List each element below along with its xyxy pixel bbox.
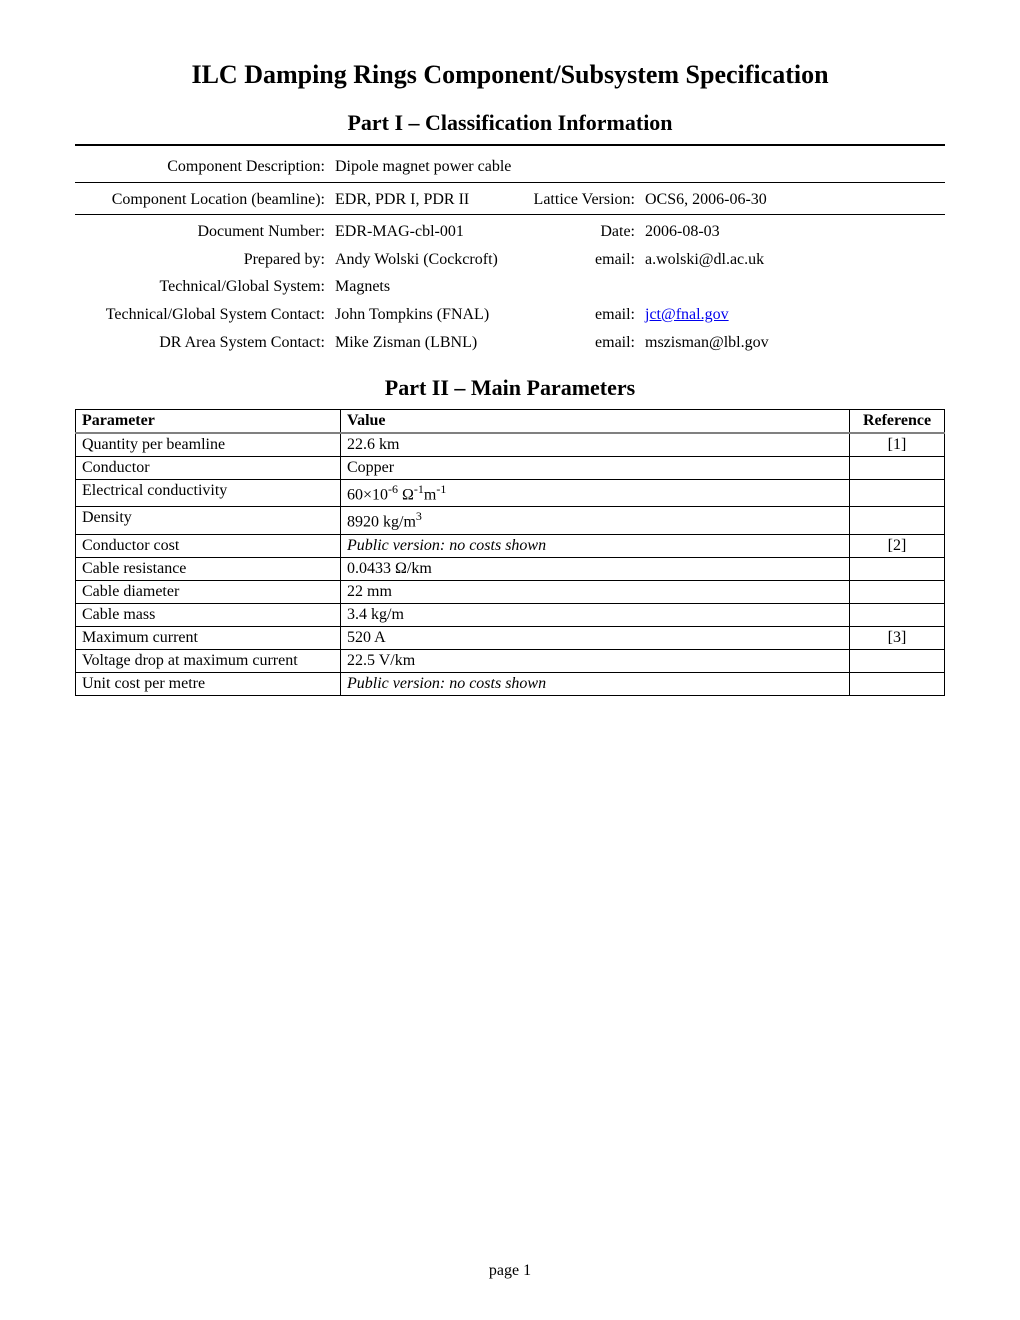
table-row: Unit cost per metrePublic version: no co… [76, 672, 945, 695]
cell-reference: [3] [850, 626, 945, 649]
cell-parameter: Conductor cost [76, 534, 341, 557]
part2-section: Part II – Main Parameters Parameter Valu… [75, 375, 945, 696]
divider [75, 144, 945, 146]
cell-parameter: Cable mass [76, 603, 341, 626]
cell-parameter: Cable resistance [76, 557, 341, 580]
table-row: Cable mass3.4 kg/m [76, 603, 945, 626]
cell-value: 22.6 km [341, 433, 850, 457]
cell-reference [850, 507, 945, 534]
classification-info: Component Description: Dipole magnet pow… [75, 154, 945, 355]
parameters-table: Parameter Value Reference Quantity per b… [75, 409, 945, 696]
table-row: Density8920 kg/m3 [76, 507, 945, 534]
cell-reference: [1] [850, 433, 945, 457]
cell-value: 3.4 kg/m [341, 603, 850, 626]
tech-global-system-value: Magnets [335, 274, 945, 300]
divider [75, 214, 945, 215]
info-row: Component Location (beamline): EDR, PDR … [75, 187, 945, 213]
tech-global-system-label: Technical/Global System: [75, 274, 335, 300]
cell-value: 8920 kg/m3 [341, 507, 850, 534]
info-row: Component Description: Dipole magnet pow… [75, 154, 945, 180]
cell-parameter: Unit cost per metre [76, 672, 341, 695]
prepared-by-value: Andy Wolski (Cockcroft) [335, 247, 565, 273]
cell-parameter: Density [76, 507, 341, 534]
info-row: Prepared by: Andy Wolski (Cockcroft) ema… [75, 247, 945, 273]
cell-parameter: Voltage drop at maximum current [76, 649, 341, 672]
cell-parameter: Maximum current [76, 626, 341, 649]
table-row: Quantity per beamline22.6 km[1] [76, 433, 945, 457]
col-header-reference: Reference [850, 410, 945, 434]
cell-reference [850, 457, 945, 480]
part2-heading: Part II – Main Parameters [75, 375, 945, 401]
component-description-value: Dipole magnet power cable [335, 154, 945, 180]
table-row: Cable resistance0.0433 Ω/km [76, 557, 945, 580]
lattice-version-value: OCS6, 2006-06-30 [645, 187, 825, 213]
document-number-label: Document Number: [75, 219, 335, 245]
prepared-by-label: Prepared by: [75, 247, 335, 273]
dr-area-contact-label: DR Area System Contact: [75, 330, 335, 356]
table-row: Maximum current520 A[3] [76, 626, 945, 649]
cell-parameter: Cable diameter [76, 580, 341, 603]
table-row: Conductor costPublic version: no costs s… [76, 534, 945, 557]
prepared-email-value: a.wolski@dl.ac.uk [645, 247, 825, 273]
info-row: Technical/Global System: Magnets [75, 274, 945, 300]
cell-value: 520 A [341, 626, 850, 649]
cell-value: Public version: no costs shown [341, 534, 850, 557]
info-row: DR Area System Contact: Mike Zisman (LBN… [75, 330, 945, 356]
dr-area-email-label: email: [565, 330, 645, 356]
col-header-parameter: Parameter [76, 410, 341, 434]
tech-global-email-label: email: [565, 302, 645, 328]
table-row: Cable diameter22 mm [76, 580, 945, 603]
cell-reference [850, 649, 945, 672]
cell-value: 22 mm [341, 580, 850, 603]
tech-global-email-value[interactable]: jct@fnal.gov [645, 302, 825, 328]
divider [75, 182, 945, 183]
info-row: Document Number: EDR-MAG-cbl-001 Date: 2… [75, 219, 945, 245]
cell-reference [850, 580, 945, 603]
cell-reference [850, 480, 945, 507]
cell-value: Copper [341, 457, 850, 480]
cell-parameter: Electrical conductivity [76, 480, 341, 507]
cell-parameter: Conductor [76, 457, 341, 480]
dr-area-contact-value: Mike Zisman (LBNL) [335, 330, 565, 356]
table-row: Electrical conductivity60×10-6 Ω-1m-1 [76, 480, 945, 507]
cell-value: Public version: no costs shown [341, 672, 850, 695]
cell-reference: [2] [850, 534, 945, 557]
prepared-email-label: email: [565, 247, 645, 273]
table-header-row: Parameter Value Reference [76, 410, 945, 434]
tech-global-contact-label: Technical/Global System Contact: [75, 302, 335, 328]
component-location-value: EDR, PDR I, PDR II [335, 187, 515, 213]
dr-area-email-value: mszisman@lbl.gov [645, 330, 825, 356]
component-description-label: Component Description: [75, 154, 335, 180]
cell-value: 22.5 V/km [341, 649, 850, 672]
tech-global-contact-value: John Tompkins (FNAL) [335, 302, 565, 328]
cell-reference [850, 603, 945, 626]
cell-reference [850, 557, 945, 580]
cell-reference [850, 672, 945, 695]
lattice-version-label: Lattice Version: [515, 187, 645, 213]
table-row: ConductorCopper [76, 457, 945, 480]
cell-parameter: Quantity per beamline [76, 433, 341, 457]
date-value: 2006-08-03 [645, 219, 825, 245]
document-number-value: EDR-MAG-cbl-001 [335, 219, 565, 245]
date-label: Date: [565, 219, 645, 245]
table-row: Voltage drop at maximum current22.5 V/km [76, 649, 945, 672]
cell-value: 60×10-6 Ω-1m-1 [341, 480, 850, 507]
col-header-value: Value [341, 410, 850, 434]
info-row: Technical/Global System Contact: John To… [75, 302, 945, 328]
page-number: page 1 [0, 1262, 1020, 1280]
part1-heading: Part I – Classification Information [75, 110, 945, 136]
main-title: ILC Damping Rings Component/Subsystem Sp… [75, 60, 945, 90]
component-location-label: Component Location (beamline): [75, 187, 335, 213]
tech-global-email-link[interactable]: jct@fnal.gov [645, 306, 729, 323]
cell-value: 0.0433 Ω/km [341, 557, 850, 580]
